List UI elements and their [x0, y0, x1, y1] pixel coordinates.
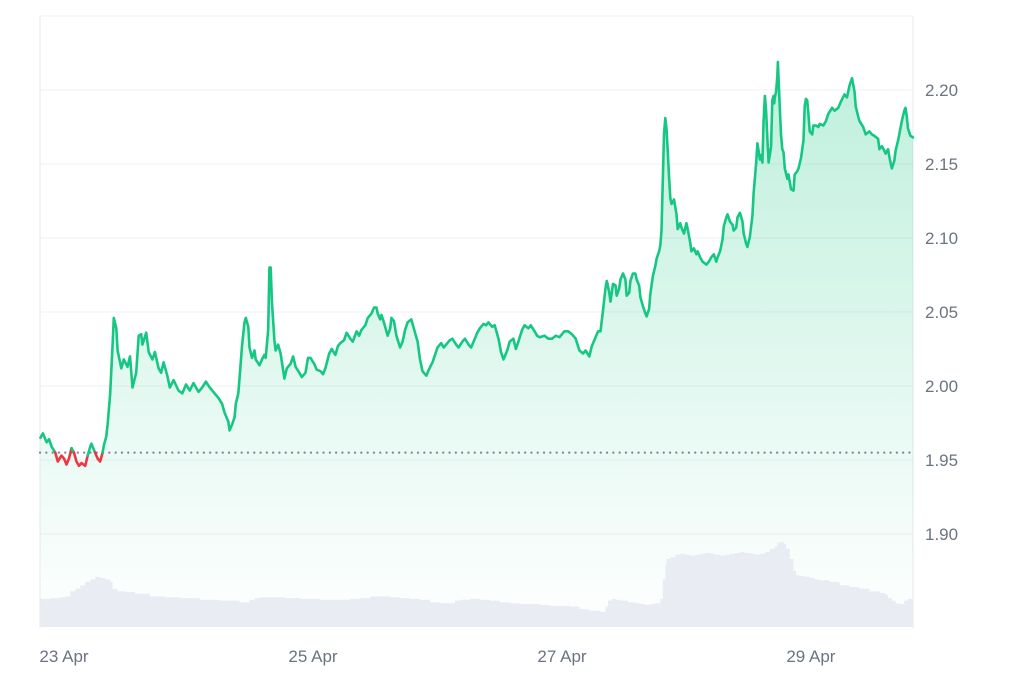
y-axis-label: 2.15: [925, 155, 958, 174]
y-axis-label: 2.20: [925, 81, 958, 100]
price-line-segment-down: [53, 446, 73, 466]
y-axis-labels: 2.20 2.15 2.10 2.05 2.00 1.95 1.90: [925, 81, 958, 544]
x-axis-label: 29 Apr: [786, 647, 835, 666]
price-line-segment-down: [72, 451, 89, 468]
price-line-segment-up: [39, 432, 57, 454]
y-axis-label: 1.95: [925, 451, 958, 470]
x-axis-label: 23 Apr: [39, 647, 88, 666]
y-axis-label: 1.90: [925, 525, 958, 544]
y-axis-label: 2.05: [925, 303, 958, 322]
price-line-segment-down: [93, 451, 104, 463]
x-axis-label: 27 Apr: [537, 647, 586, 666]
y-axis-label: 2.00: [925, 377, 958, 396]
y-axis-label: 2.10: [925, 229, 958, 248]
volume-area: [40, 541, 913, 627]
price-line-segment-up: [86, 442, 97, 457]
x-axis-label: 25 Apr: [288, 647, 337, 666]
price-line-segment-up: [101, 60, 915, 454]
x-axis-labels: 23 Apr 25 Apr 27 Apr 29 Apr: [39, 647, 835, 666]
price-area-fill: [40, 61, 913, 628]
price-line: [39, 60, 915, 468]
